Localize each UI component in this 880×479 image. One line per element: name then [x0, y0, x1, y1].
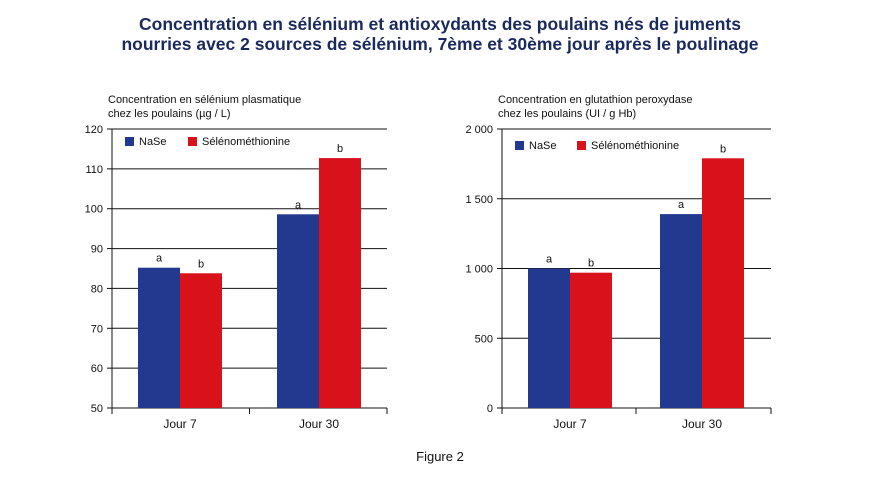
y-tick-label: 100 — [85, 204, 103, 216]
bar-selenomethionine-jour7 — [570, 272, 612, 408]
bar-significance-label: b — [337, 143, 343, 155]
x-tick-label: Jour 30 — [299, 417, 339, 431]
y-tick-label: 2 000 — [465, 124, 493, 136]
y-tick-label: 110 — [85, 164, 103, 176]
legend: NaSe Sélénométhionine — [125, 136, 290, 148]
bar-significance-label: b — [588, 258, 594, 270]
y-tick-label: 1 500 — [465, 194, 493, 206]
y-tick-label: 0 — [487, 403, 493, 415]
chart-title-line-1: Concentration en sélénium et antioxydant… — [139, 14, 741, 34]
y-axis-label-line-1: Concentration en glutathion peroxydase — [498, 94, 692, 106]
x-tick-label: Jour 7 — [553, 417, 587, 431]
y-tick-label: 60 — [91, 363, 103, 375]
y-axis-label-line-2: chez les poulains (µg / L) — [108, 108, 231, 120]
chart-title-line-2: nourries avec 2 sources de sélénium, 7èm… — [121, 34, 759, 54]
legend-swatch — [188, 137, 197, 146]
y-tick-label: 70 — [91, 323, 103, 335]
bar-significance-label: a — [546, 254, 553, 266]
bar-significance-label: a — [156, 253, 163, 265]
bar-nase-jour30 — [277, 214, 319, 408]
legend-swatch — [577, 141, 586, 150]
legend-swatch — [125, 137, 134, 146]
bar-selenomethionine-jour30 — [319, 158, 361, 408]
x-tick-label: Jour 30 — [682, 417, 722, 431]
bar-nase-jour7 — [138, 267, 180, 408]
y-tick-label: 80 — [91, 283, 103, 295]
legend-label: NaSe — [529, 140, 557, 152]
chart-panel-2: Concentration en glutathion peroxydase ch… — [465, 94, 772, 431]
legend-label: Sélénométhionine — [202, 136, 290, 148]
y-tick-label: 50 — [91, 403, 103, 415]
bar-significance-label: a — [295, 199, 302, 211]
y-axis-label-line-2: chez les poulains (UI / g Hb) — [498, 108, 636, 120]
bar-nase-jour7 — [528, 268, 570, 408]
figure-caption: Figure 2 — [416, 449, 464, 464]
bar-selenomethionine-jour7 — [180, 273, 222, 408]
y-axis-label-line-1: Concentration en sélénium plasmatique — [108, 94, 301, 106]
bar-selenomethionine-jour30 — [702, 158, 744, 408]
legend: NaSe Sélénométhionine — [515, 140, 679, 152]
x-tick-label: Jour 7 — [163, 417, 197, 431]
legend-label: NaSe — [139, 136, 167, 148]
y-tick-label: 90 — [91, 244, 103, 256]
bar-nase-jour30 — [660, 214, 702, 408]
legend-swatch — [515, 141, 524, 150]
chart-panel-1: Concentration en sélénium plasmatique che… — [85, 94, 388, 431]
chart-title: Concentration en sélénium et antioxydant… — [0, 14, 880, 54]
y-tick-label: 120 — [85, 124, 103, 136]
y-tick-label: 500 — [475, 333, 493, 345]
bar-significance-label: b — [720, 143, 726, 155]
legend-label: Sélénométhionine — [591, 140, 679, 152]
y-tick-label: 1 000 — [465, 264, 493, 276]
bar-significance-label: b — [198, 258, 204, 270]
bar-significance-label: a — [678, 199, 685, 211]
